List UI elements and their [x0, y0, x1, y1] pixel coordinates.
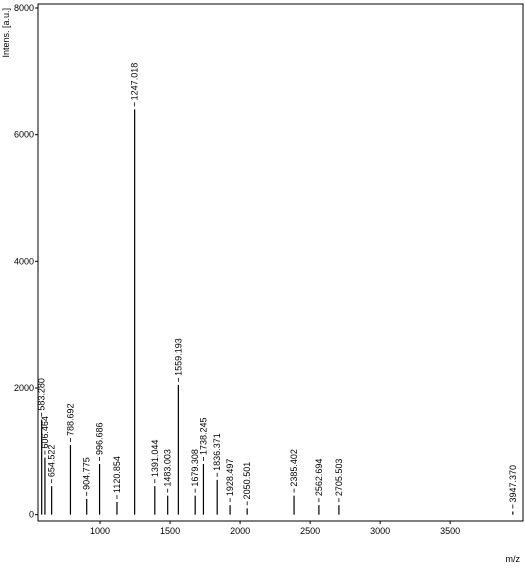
peak-label: 654.522 — [47, 445, 57, 478]
peak-label: 1738.245 — [198, 417, 208, 455]
plot-frame — [37, 3, 524, 522]
peak-label: 3947.370 — [508, 465, 518, 503]
peak-label: 2705.503 — [334, 459, 344, 497]
x-tick-label: 1500 — [160, 526, 180, 536]
y-tick-label: 8000 — [14, 3, 34, 13]
peak-label: 1247.018 — [130, 63, 140, 101]
y-tick-label: 6000 — [14, 130, 34, 140]
x-tick-label: 1000 — [90, 526, 110, 536]
peak-label: 1559.193 — [173, 338, 183, 376]
x-tick-label: 3000 — [370, 526, 390, 536]
peak-label: 996.686 — [95, 422, 105, 455]
peak-label: 904.775 — [82, 457, 92, 490]
peak-label: 1836.371 — [212, 433, 222, 471]
x-tick-label: 2000 — [230, 526, 250, 536]
peak-label: 606.464 — [40, 416, 50, 449]
x-axis-label: m/z — [506, 554, 521, 564]
y-axis-label: Intens. [a.u.] — [1, 8, 11, 58]
peak-label: 2385.402 — [289, 449, 299, 487]
peak-label: 2050.501 — [242, 462, 252, 500]
x-tick-label: 2500 — [300, 526, 320, 536]
peak-label: 1483.003 — [163, 449, 173, 487]
peak-label: 1391.044 — [150, 440, 160, 478]
peak-label: 2562.694 — [314, 459, 324, 497]
peak-label: 583.280 — [37, 378, 47, 411]
y-tick-label: 4000 — [14, 256, 34, 266]
x-tick-label: 3500 — [440, 526, 460, 536]
peak-label: 1679.308 — [190, 449, 200, 487]
peak-label: 1928.497 — [225, 459, 235, 497]
peak-label: 1120.854 — [112, 456, 122, 493]
y-tick-label: 2000 — [14, 383, 34, 393]
y-tick-label: 0 — [29, 510, 34, 520]
peak-label: 788.692 — [65, 403, 75, 436]
